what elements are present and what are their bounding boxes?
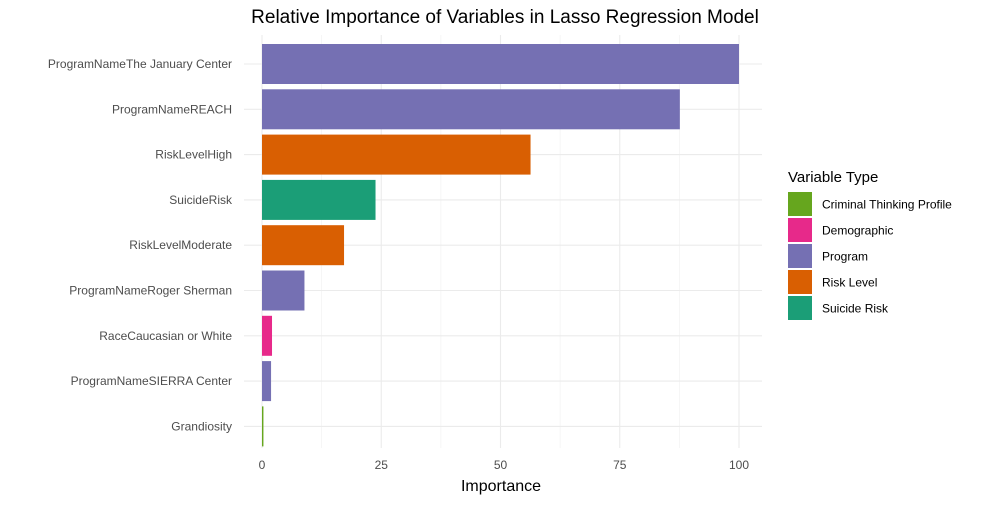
- legend-label: Program: [822, 250, 868, 264]
- bar: [262, 89, 680, 130]
- bar: [262, 315, 273, 356]
- x-tick-label: 100: [729, 458, 749, 472]
- bar: [262, 361, 272, 402]
- legend: Variable Type Criminal Thinking Profile D…: [788, 169, 952, 320]
- bar: [262, 225, 345, 266]
- bar: [262, 44, 739, 84]
- y-tick-label: ProgramNameSIERRA Center: [71, 374, 232, 388]
- y-tick-label: ProgramNameREACH: [112, 102, 232, 116]
- y-tick-label: RiskLevelHigh: [155, 148, 232, 162]
- chart-title: Relative Importance of Variables in Lass…: [251, 7, 759, 28]
- y-axis-labels: ProgramNameThe January Center ProgramName…: [48, 57, 233, 433]
- bars: [262, 44, 739, 447]
- bar: [262, 270, 305, 311]
- x-axis-title: Importance: [461, 478, 541, 495]
- y-tick-label: RiskLevelModerate: [129, 238, 232, 252]
- y-tick-label: ProgramNameThe January Center: [48, 57, 232, 71]
- legend-label: Suicide Risk: [822, 302, 889, 316]
- legend-label: Criminal Thinking Profile: [822, 198, 952, 212]
- x-tick-label: 75: [613, 458, 627, 472]
- legend-label: Demographic: [822, 224, 893, 238]
- x-tick-label: 50: [494, 458, 508, 472]
- x-tick-label: 0: [259, 458, 266, 472]
- legend-swatch: [788, 270, 812, 294]
- legend-swatch: [788, 192, 812, 216]
- x-tick-label: 25: [375, 458, 389, 472]
- legend-title: Variable Type: [788, 169, 878, 186]
- legend-label: Risk Level: [822, 276, 877, 290]
- legend-swatch: [788, 296, 812, 320]
- x-axis-labels: 0 25 50 75 100: [259, 458, 750, 472]
- bar: [262, 179, 376, 220]
- bar: [262, 406, 264, 447]
- y-tick-label: ProgramNameRoger Sherman: [69, 284, 232, 298]
- y-tick-label: SuicideRisk: [169, 193, 233, 207]
- bar: [262, 134, 531, 175]
- y-tick-label: Grandiosity: [171, 419, 232, 433]
- legend-swatch: [788, 244, 812, 268]
- legend-swatch: [788, 218, 812, 242]
- y-tick-label: RaceCaucasian or White: [99, 329, 232, 343]
